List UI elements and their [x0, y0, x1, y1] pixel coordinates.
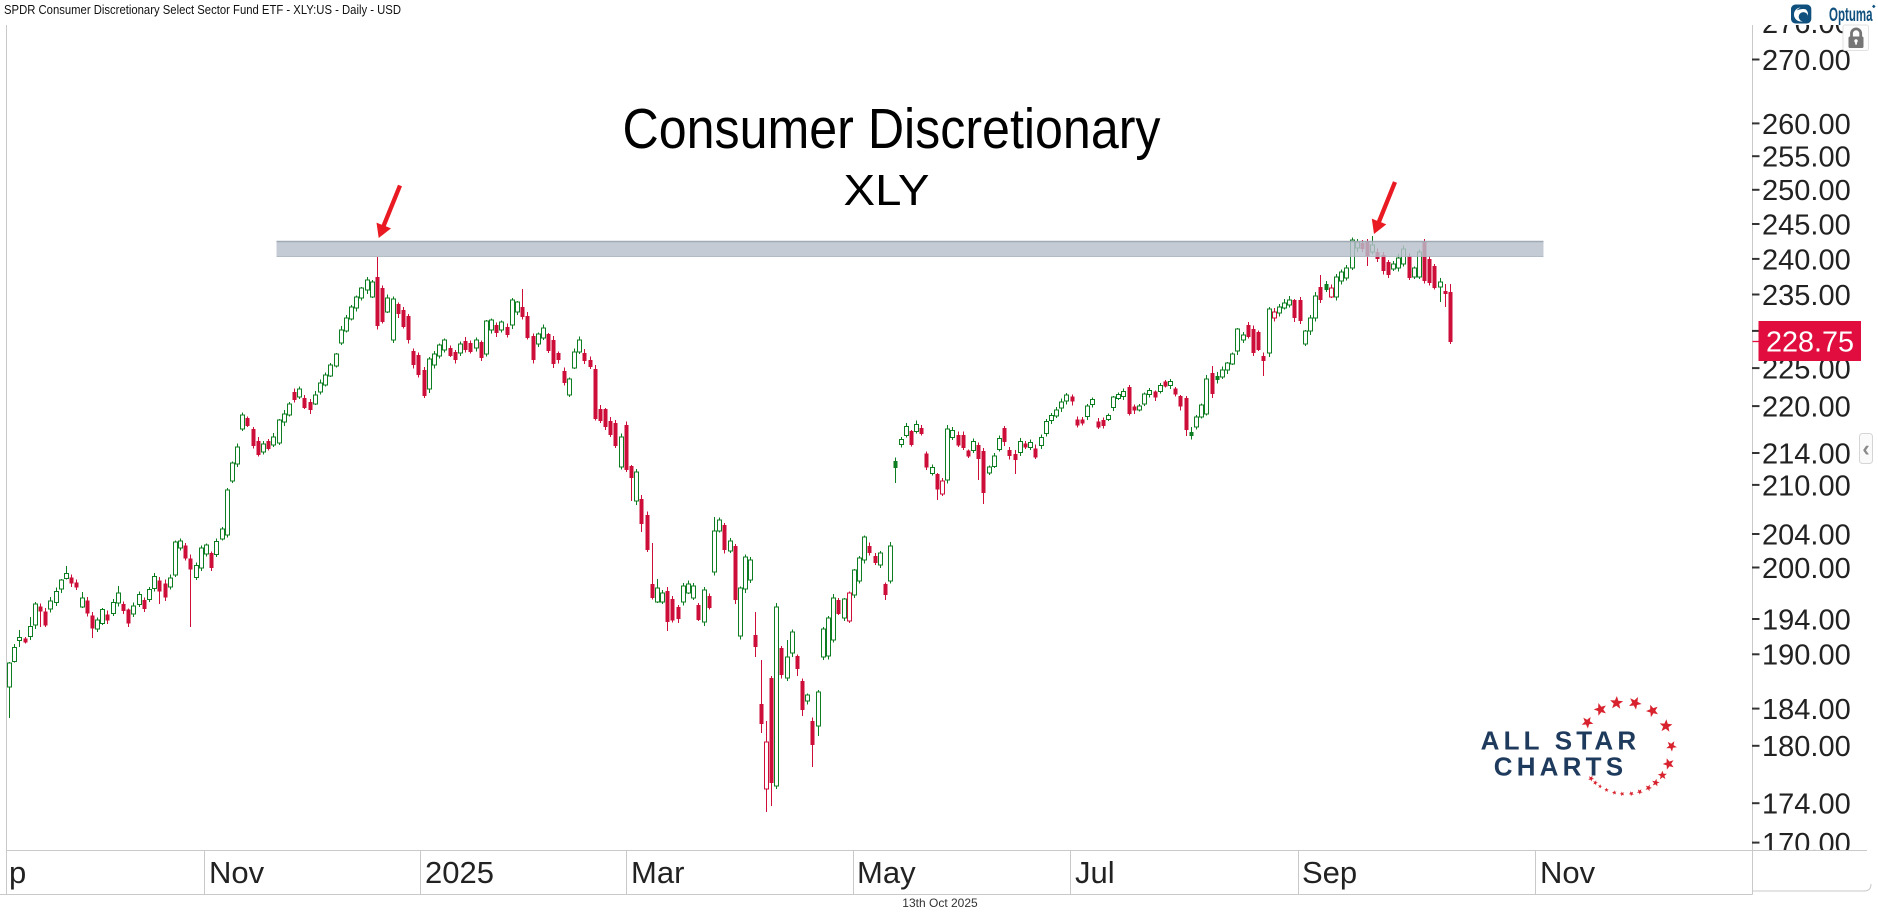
svg-text:Mar: Mar — [631, 855, 684, 890]
svg-text:276.00: 276.00 — [1762, 8, 1851, 40]
svg-text:250.00: 250.00 — [1762, 175, 1851, 207]
svg-text:214.00: 214.00 — [1762, 438, 1851, 470]
svg-text:2025: 2025 — [425, 855, 494, 890]
svg-text:240.00: 240.00 — [1762, 244, 1851, 276]
svg-text:174.00: 174.00 — [1762, 789, 1851, 821]
svg-text:180.00: 180.00 — [1762, 731, 1851, 763]
svg-text:Jul: Jul — [1075, 855, 1115, 890]
svg-text:235.00: 235.00 — [1762, 280, 1851, 312]
svg-text:228.75: 228.75 — [1766, 327, 1854, 359]
svg-text:270.00: 270.00 — [1762, 45, 1851, 77]
svg-text:200.00: 200.00 — [1762, 553, 1851, 585]
svg-text:CHARTS: CHARTS — [1494, 752, 1628, 782]
svg-text:194.00: 194.00 — [1762, 604, 1851, 636]
svg-text:170.00: 170.00 — [1762, 828, 1851, 860]
svg-text:13th Oct 2025: 13th Oct 2025 — [902, 896, 978, 910]
svg-text:Nov: Nov — [209, 855, 265, 890]
svg-text:Optuma: Optuma — [1829, 5, 1873, 26]
svg-text:SPDR Consumer Discretionary Se: SPDR Consumer Discretionary Select Secto… — [4, 3, 401, 17]
svg-text:210.00: 210.00 — [1762, 470, 1851, 502]
svg-text:260.00: 260.00 — [1762, 109, 1851, 141]
svg-text:p: p — [9, 855, 26, 890]
svg-text:190.00: 190.00 — [1762, 640, 1851, 672]
svg-text:XLY: XLY — [844, 166, 930, 215]
svg-text:May: May — [857, 855, 916, 890]
svg-text:255.00: 255.00 — [1762, 142, 1851, 174]
svg-text:245.00: 245.00 — [1762, 209, 1851, 241]
svg-text:Nov: Nov — [1540, 855, 1596, 890]
svg-text:220.00: 220.00 — [1762, 392, 1851, 424]
svg-text:204.00: 204.00 — [1762, 519, 1851, 551]
svg-text:Consumer Discretionary: Consumer Discretionary — [623, 97, 1161, 161]
svg-text:Sep: Sep — [1302, 855, 1357, 890]
svg-text:‹: ‹ — [1862, 436, 1869, 461]
svg-text:184.00: 184.00 — [1762, 694, 1851, 726]
svg-text:ALL STAR: ALL STAR — [1481, 726, 1641, 756]
